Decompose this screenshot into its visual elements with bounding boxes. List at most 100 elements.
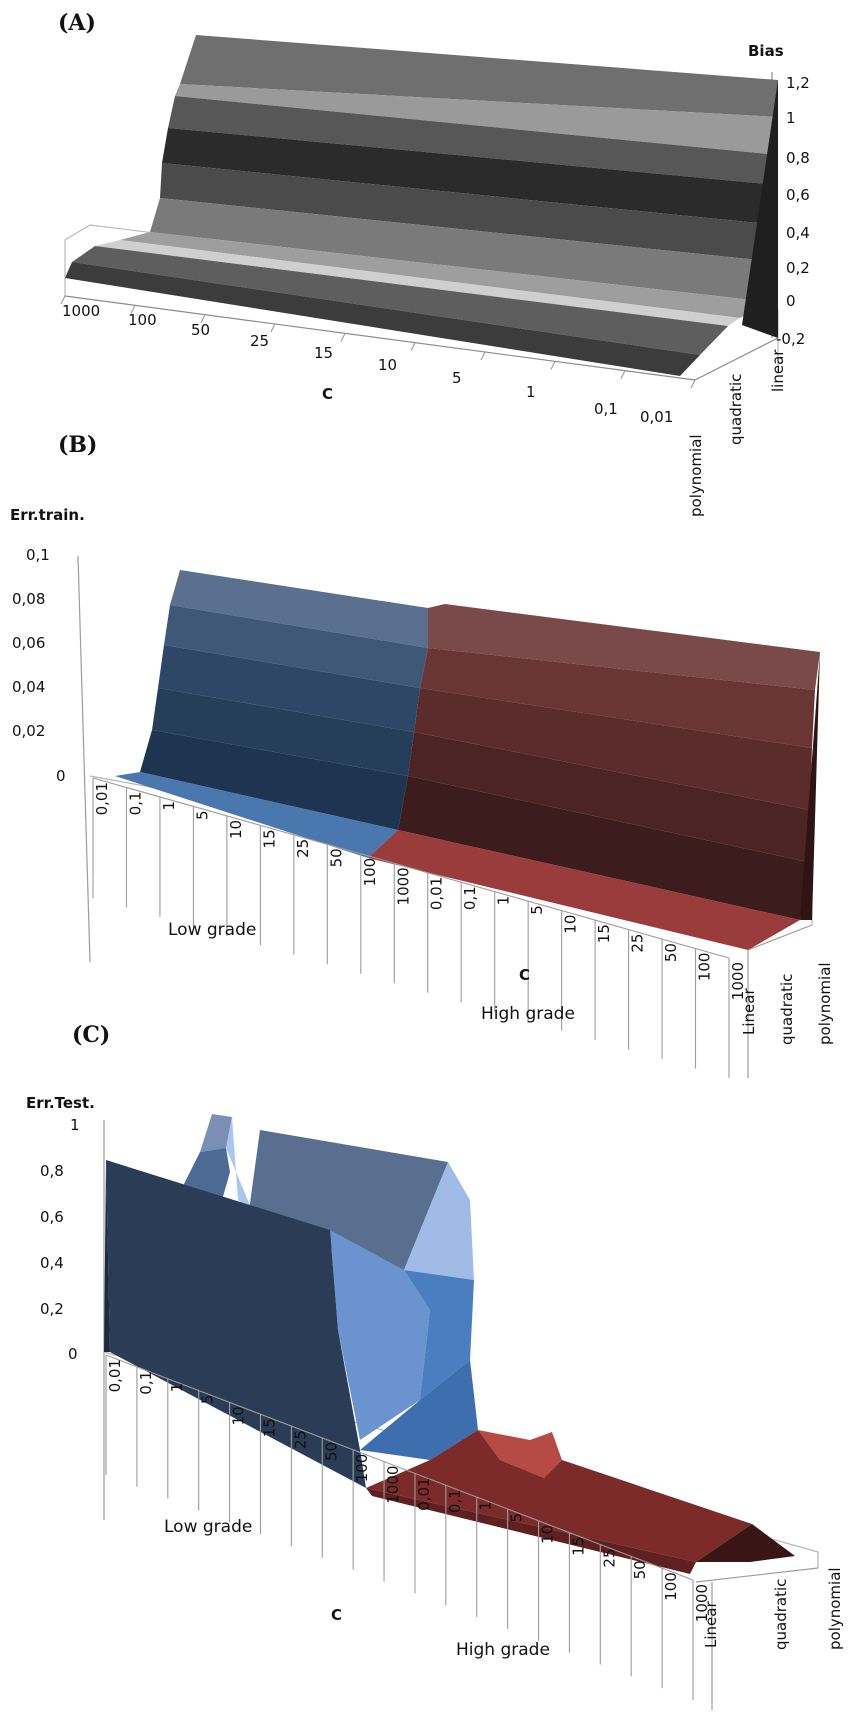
panel-a-x-axis [64, 295, 696, 381]
panel-a-z-tick-0-4: 0,4 [786, 224, 810, 242]
panel-c-z-ticks: 1 0,8 0,6 0,4 0,2 0 [40, 1116, 80, 1363]
panel-a-band-2 [175, 84, 778, 155]
panel-c-x-title: C [331, 1606, 342, 1624]
panel-b-x-tick-label: 100 [696, 953, 714, 982]
panel-c-x-tick-label: 1 [477, 1501, 495, 1511]
panel-b-z-tick: 0,02 [12, 722, 45, 740]
panel-a-x-tick: 15 [314, 344, 333, 362]
panel-c-depth-tick: polynomial [826, 1567, 844, 1650]
panel-a-z-ticks: Bias 1,2 1 0,8 0,6 0,4 0,2 0 -0,2 [748, 42, 810, 348]
panel-b-red-floor [368, 830, 800, 950]
panel-a-x-tick-line [480, 351, 486, 361]
panel-b-x-tick-label: 0,1 [461, 886, 479, 910]
panel-b-blue-band-5 [140, 730, 408, 830]
panel-b-blue-band-4 [152, 688, 414, 776]
panel-b-x-tick-label: 0,01 [428, 877, 446, 910]
panel-c-x-tick-label: 15 [569, 1537, 587, 1556]
panel-a-label: (A) [58, 10, 96, 36]
panel-b-x-tick-label: 100 [361, 858, 379, 887]
panel-a-depth-tick: polynomial [687, 434, 705, 517]
panel-a-z-tick-1: 1 [786, 109, 796, 127]
panel-c-blue-channel-mid [404, 1270, 474, 1400]
panel-c-red-top [366, 1430, 752, 1562]
panel-c-blue-peak-top [200, 1114, 232, 1152]
panel-c-z-tick: 1 [70, 1116, 80, 1134]
panel-b-x-tick-label: 50 [662, 943, 680, 962]
panel-c-x-tick-label: 25 [291, 1430, 309, 1449]
panel-b-group-low: Low grade [168, 920, 256, 940]
panel-b-x-tick-label: 10 [227, 820, 245, 839]
panel-a-x-tick: 0,01 [640, 408, 673, 426]
panel-a-x-tick: 100 [128, 311, 157, 329]
panel-c-blue-ridge-side [404, 1162, 474, 1280]
panel-c-x-tick-label: 0,1 [446, 1489, 464, 1513]
panel-c-x-tick-label: 50 [322, 1442, 340, 1461]
panel-a-z-tick-0-2: 0,2 [786, 259, 810, 277]
panel-b-x-tick-label: 1 [495, 896, 513, 906]
panel-a-band-8 [95, 240, 740, 326]
panel-b-red-band-5 [398, 776, 808, 920]
panel-b: (B) Err.train. 0,1 0,08 0,06 0,04 0,02 0 [10, 432, 834, 1078]
panel-a-x-tick: 25 [250, 332, 269, 350]
panel-a-depth-ticks: polynomial quadratic linear [687, 337, 787, 517]
panel-b-x-tick-label: 1000 [729, 962, 747, 1000]
panel-c-x-tick-label: 25 [600, 1548, 618, 1567]
panel-a-band-1 [180, 35, 778, 117]
panel-b-x-tick-label: 0,1 [126, 791, 144, 815]
panel-c-depth-tick: Linear [702, 1601, 720, 1648]
panel-c-x-tick-label: 1000 [384, 1466, 402, 1504]
panel-b-x-axis-line [92, 777, 730, 959]
panel-a-band-4 [162, 128, 778, 225]
panel-c-x-tick-label: 50 [631, 1560, 649, 1579]
panel-a-band-7 [120, 232, 770, 318]
panel-b-blue-band-3 [158, 645, 420, 732]
panel-a-z-tick-1-2: 1,2 [786, 74, 810, 92]
panel-a-z-title: Bias [748, 42, 784, 60]
panel-c-x-tick-label: 0,1 [137, 1371, 155, 1395]
panel-b-x-tick-label: 1 [160, 801, 178, 811]
panel-a-x-tick-marks [60, 295, 696, 389]
panel-a-depth-tick: linear [769, 349, 787, 392]
panel-a-surface [65, 35, 778, 376]
panel-b-x-tick-label: 5 [193, 810, 211, 820]
panel-b-z-tick: 0 [56, 767, 66, 785]
panel-b-x-tick-label: 15 [595, 924, 613, 943]
panel-b-red-band-2 [420, 648, 815, 748]
panel-a-x-tick: 0,1 [594, 400, 618, 418]
panel-b-blue-floor [115, 772, 398, 858]
panel-c-x-tick-label: 10 [230, 1406, 248, 1425]
panel-a-depth-axis [694, 337, 779, 381]
panel-b-x-tick-label: 1000 [394, 867, 412, 905]
panel-c-z-tick: 0,2 [40, 1300, 64, 1318]
panel-b-high-grade-surface [368, 604, 820, 950]
panel-a-x-tick: 10 [378, 356, 397, 374]
panel-c: (C) Err.Test. 1 0,8 0,6 0,4 0,2 0 [26, 1022, 844, 1710]
panel-b-x-tick-label: 15 [260, 829, 278, 848]
panel-b-x-tick-label: 50 [327, 848, 345, 867]
panel-c-blue-front-wall [106, 1160, 366, 1488]
panel-b-blue-band-2 [164, 605, 428, 688]
panel-c-group-low: Low grade [164, 1517, 252, 1537]
panel-b-red-side [800, 652, 820, 920]
panel-a-x-tick: 1000 [62, 302, 100, 320]
panel-c-x-tick-label: 1000 [693, 1584, 711, 1622]
panel-b-group-high: High grade [481, 1004, 575, 1024]
panel-b-label: (B) [58, 432, 97, 458]
panel-b-z-tick: 0,1 [26, 546, 50, 564]
panel-a-x-title: C [322, 385, 333, 403]
panel-b-depth-tick: polynomial [816, 962, 834, 1045]
panel-b-z-title: Err.train. [10, 506, 85, 524]
panel-b-x-tick-label: 10 [562, 915, 580, 934]
panel-c-red-end [696, 1524, 795, 1562]
panel-c-blue-peak-side [226, 1117, 252, 1210]
panel-b-red-band-1 [428, 604, 820, 690]
panel-a-depth-tick: quadratic [727, 374, 745, 445]
panel-b-low-grade-surface [115, 570, 428, 858]
panel-a-x-tick-line [410, 342, 416, 351]
panel-a: (A) Bias 1,2 1 0,8 0,6 0,4 [58, 10, 810, 517]
panel-c-blue-wall-edge [104, 1160, 110, 1352]
